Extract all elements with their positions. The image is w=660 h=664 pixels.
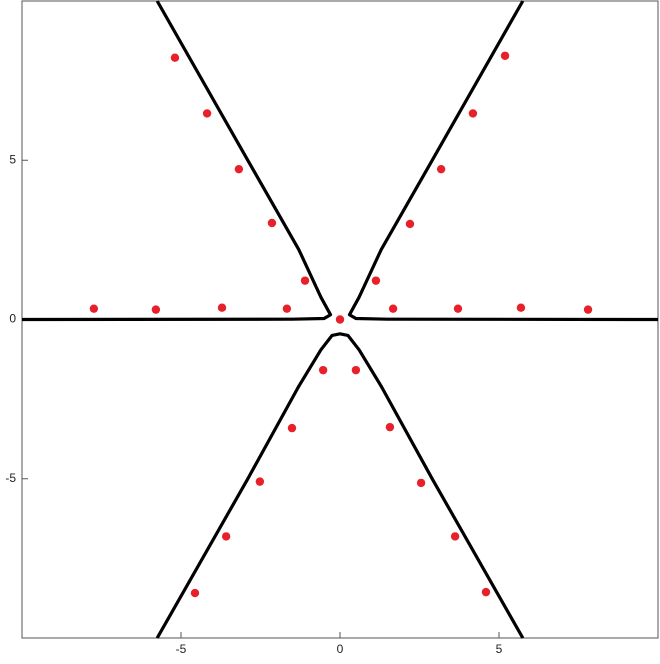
point bbox=[351, 365, 361, 375]
point bbox=[416, 478, 426, 488]
point bbox=[335, 315, 345, 324]
x-tick-label: -5 bbox=[176, 642, 187, 656]
point bbox=[388, 304, 398, 313]
point bbox=[89, 304, 99, 313]
x-tick-label: 5 bbox=[496, 642, 503, 656]
point bbox=[385, 422, 395, 432]
curve bbox=[347, 0, 659, 322]
point bbox=[282, 304, 292, 313]
point bbox=[287, 423, 297, 433]
point bbox=[300, 276, 310, 285]
x-tick-label: 0 bbox=[337, 642, 344, 656]
point bbox=[318, 365, 328, 375]
y-tick-label: 0 bbox=[9, 312, 16, 326]
point bbox=[516, 303, 526, 312]
point bbox=[405, 219, 415, 229]
point bbox=[255, 477, 265, 486]
point bbox=[371, 276, 381, 285]
point bbox=[170, 53, 180, 62]
curve bbox=[21, 0, 333, 322]
point bbox=[190, 588, 200, 598]
point bbox=[217, 303, 227, 312]
y-tick-label: -5 bbox=[5, 471, 16, 485]
point bbox=[151, 305, 161, 314]
point bbox=[436, 164, 446, 174]
point bbox=[481, 587, 491, 597]
point bbox=[221, 532, 231, 541]
point bbox=[583, 305, 593, 314]
curve bbox=[155, 332, 525, 639]
point bbox=[234, 164, 244, 174]
point bbox=[202, 109, 212, 118]
point bbox=[468, 109, 478, 118]
point bbox=[453, 304, 463, 313]
point bbox=[267, 218, 277, 228]
point bbox=[500, 51, 510, 60]
point bbox=[450, 532, 460, 541]
y-tick-label: 5 bbox=[9, 152, 16, 166]
